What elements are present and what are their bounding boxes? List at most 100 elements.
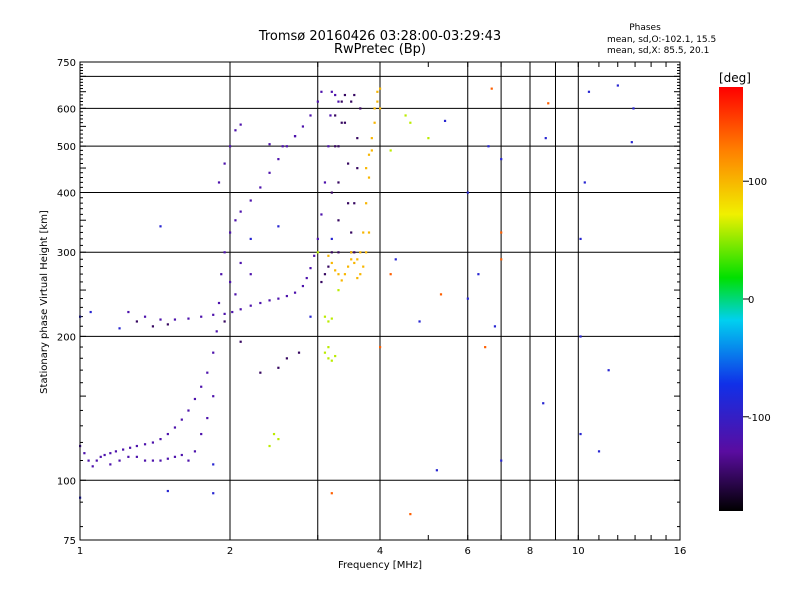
echo-point bbox=[159, 459, 162, 462]
echo-point bbox=[370, 149, 373, 152]
y-tick-label: 500 bbox=[57, 142, 76, 153]
echo-point bbox=[340, 121, 343, 124]
echo-point bbox=[500, 231, 503, 234]
echo-point bbox=[343, 121, 347, 124]
echo-point bbox=[313, 254, 316, 257]
x-tick-label: 16 bbox=[674, 546, 687, 557]
echo-point bbox=[367, 153, 371, 156]
echo-point bbox=[135, 455, 138, 458]
echo-point bbox=[231, 310, 234, 314]
echo-point bbox=[365, 251, 368, 254]
echo-point bbox=[353, 202, 356, 205]
echo-point bbox=[337, 145, 340, 148]
colorbar-tick-label: -100 bbox=[748, 413, 771, 424]
echo-point bbox=[359, 273, 362, 276]
echo-point bbox=[466, 191, 469, 194]
y-tick-label: 300 bbox=[57, 248, 76, 259]
phase-stats-x-mode: mean, sd,X: 85.5, 20.1 bbox=[607, 46, 709, 56]
echo-point bbox=[583, 181, 586, 184]
echo-point bbox=[229, 145, 232, 148]
echo-point bbox=[259, 301, 262, 305]
echo-point bbox=[159, 318, 162, 321]
echo-point bbox=[180, 453, 183, 457]
chart-title: Tromsø 20160426 03:28:00-03:29:43 bbox=[258, 29, 501, 44]
echo-point bbox=[373, 121, 376, 124]
echo-point bbox=[327, 346, 330, 349]
echo-point bbox=[323, 181, 327, 184]
echo-point bbox=[409, 513, 412, 516]
echo-point bbox=[350, 231, 353, 234]
echo-point bbox=[173, 318, 177, 321]
echo-point bbox=[159, 225, 162, 228]
echo-point bbox=[337, 251, 340, 254]
echo-point bbox=[103, 453, 106, 457]
echo-point bbox=[223, 320, 226, 323]
echo-point bbox=[337, 100, 340, 103]
echo-point bbox=[285, 357, 288, 360]
echo-point bbox=[334, 93, 337, 97]
echo-point bbox=[268, 171, 271, 174]
echo-point bbox=[327, 320, 330, 323]
echo-point bbox=[200, 315, 203, 318]
echo-point bbox=[353, 251, 356, 254]
phase-stats-heading: Phases bbox=[629, 23, 661, 33]
echo-point bbox=[159, 437, 162, 441]
echo-point bbox=[316, 237, 319, 241]
echo-point bbox=[187, 317, 190, 320]
echo-point bbox=[143, 315, 147, 318]
echo-point bbox=[329, 114, 332, 117]
echo-point bbox=[272, 432, 276, 436]
echo-point bbox=[223, 251, 226, 254]
x-tick-label: 8 bbox=[527, 546, 533, 557]
echo-point bbox=[229, 231, 232, 234]
echo-point bbox=[220, 273, 223, 276]
echo-point bbox=[87, 459, 90, 462]
echo-point bbox=[579, 335, 582, 338]
echo-point bbox=[587, 90, 591, 93]
colorbar-tick-label: 100 bbox=[748, 177, 767, 188]
echo-point bbox=[95, 459, 98, 462]
echo-point bbox=[229, 280, 232, 284]
echo-point bbox=[249, 199, 252, 202]
echo-point bbox=[135, 320, 138, 323]
echo-point bbox=[212, 492, 215, 495]
echo-point bbox=[320, 280, 323, 284]
echo-point bbox=[151, 459, 155, 462]
echo-point bbox=[301, 125, 305, 128]
echo-point bbox=[343, 93, 347, 97]
echo-point bbox=[365, 202, 368, 205]
echo-point bbox=[330, 317, 333, 320]
echo-point bbox=[346, 202, 350, 205]
echo-point bbox=[305, 276, 308, 280]
echo-point bbox=[89, 310, 92, 314]
echo-point bbox=[343, 273, 347, 276]
echo-point bbox=[277, 158, 280, 161]
echo-point bbox=[409, 121, 412, 124]
echo-point bbox=[118, 327, 121, 330]
echo-point bbox=[135, 444, 138, 448]
echo-point bbox=[330, 237, 333, 241]
echo-point bbox=[114, 450, 118, 453]
echo-point bbox=[297, 351, 301, 354]
echo-point bbox=[166, 457, 169, 460]
x-tick-label: 10 bbox=[572, 546, 585, 557]
echo-point bbox=[394, 258, 397, 261]
echo-point bbox=[99, 455, 102, 458]
echo-point bbox=[234, 293, 237, 296]
echo-point bbox=[129, 446, 132, 449]
echo-point bbox=[316, 251, 319, 254]
echo-point bbox=[234, 219, 237, 222]
echo-point bbox=[404, 114, 407, 117]
echo-point bbox=[301, 284, 305, 288]
echo-point bbox=[373, 107, 376, 110]
echo-point bbox=[309, 114, 312, 117]
echo-point bbox=[206, 371, 209, 374]
echo-point bbox=[249, 273, 252, 276]
echo-point bbox=[443, 119, 447, 123]
echo-point bbox=[353, 261, 356, 265]
echo-point bbox=[376, 100, 379, 103]
echo-point bbox=[337, 181, 340, 184]
echo-point bbox=[234, 129, 237, 132]
echo-point bbox=[118, 459, 121, 462]
